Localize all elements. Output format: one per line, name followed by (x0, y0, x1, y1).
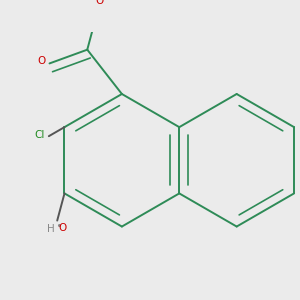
Text: Cl: Cl (34, 130, 45, 140)
Text: O: O (37, 56, 46, 66)
Text: O: O (95, 0, 104, 6)
Text: O: O (58, 224, 66, 233)
Text: H: H (47, 224, 55, 234)
